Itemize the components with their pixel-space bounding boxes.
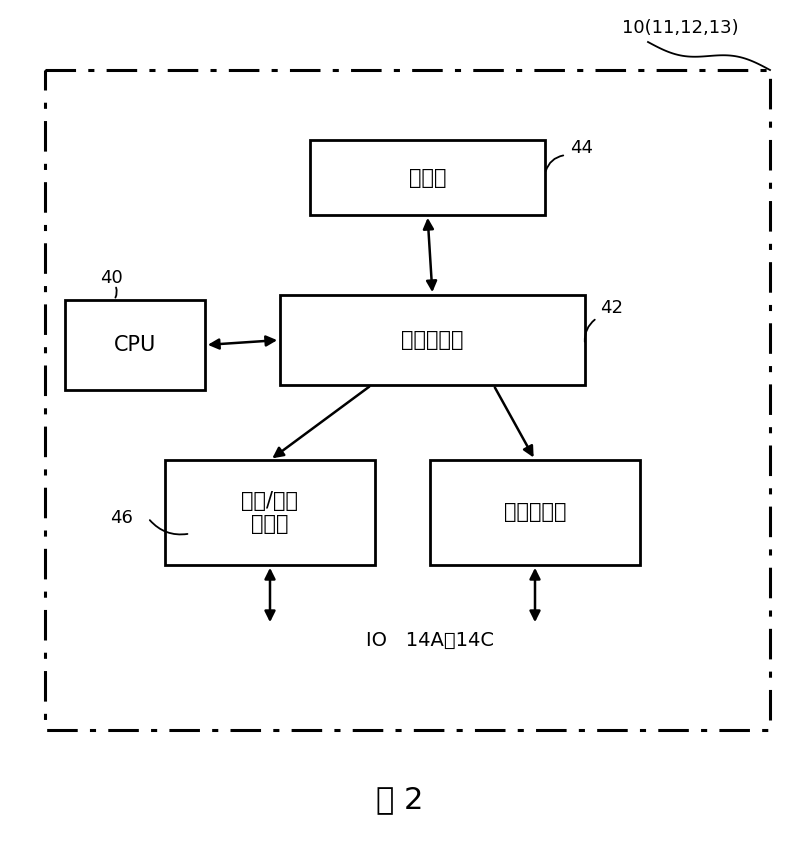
Bar — [45, 70, 770, 730]
Text: CPU: CPU — [114, 335, 156, 355]
Bar — [65, 300, 205, 390]
FancyArrowPatch shape — [546, 156, 563, 171]
Text: IO   14A～14C: IO 14A～14C — [366, 631, 494, 650]
Text: 网络适配器: 网络适配器 — [504, 503, 566, 523]
Text: 图 2: 图 2 — [376, 785, 424, 815]
Text: 44: 44 — [570, 139, 593, 157]
Text: 46: 46 — [110, 509, 133, 527]
Text: 存储器: 存储器 — [409, 168, 446, 187]
Bar — [310, 140, 545, 215]
FancyArrowPatch shape — [150, 520, 187, 535]
Text: 40: 40 — [100, 269, 122, 287]
Bar — [430, 460, 640, 565]
Text: 42: 42 — [600, 299, 623, 317]
Bar — [165, 460, 375, 565]
Bar — [280, 295, 585, 385]
FancyArrowPatch shape — [585, 320, 594, 342]
Text: 10(11,12,13): 10(11,12,13) — [622, 19, 738, 37]
Text: 输入/输出
适配器: 输入/输出 适配器 — [242, 491, 298, 534]
Text: 系统控制器: 系统控制器 — [402, 330, 464, 350]
FancyArrowPatch shape — [115, 288, 117, 297]
